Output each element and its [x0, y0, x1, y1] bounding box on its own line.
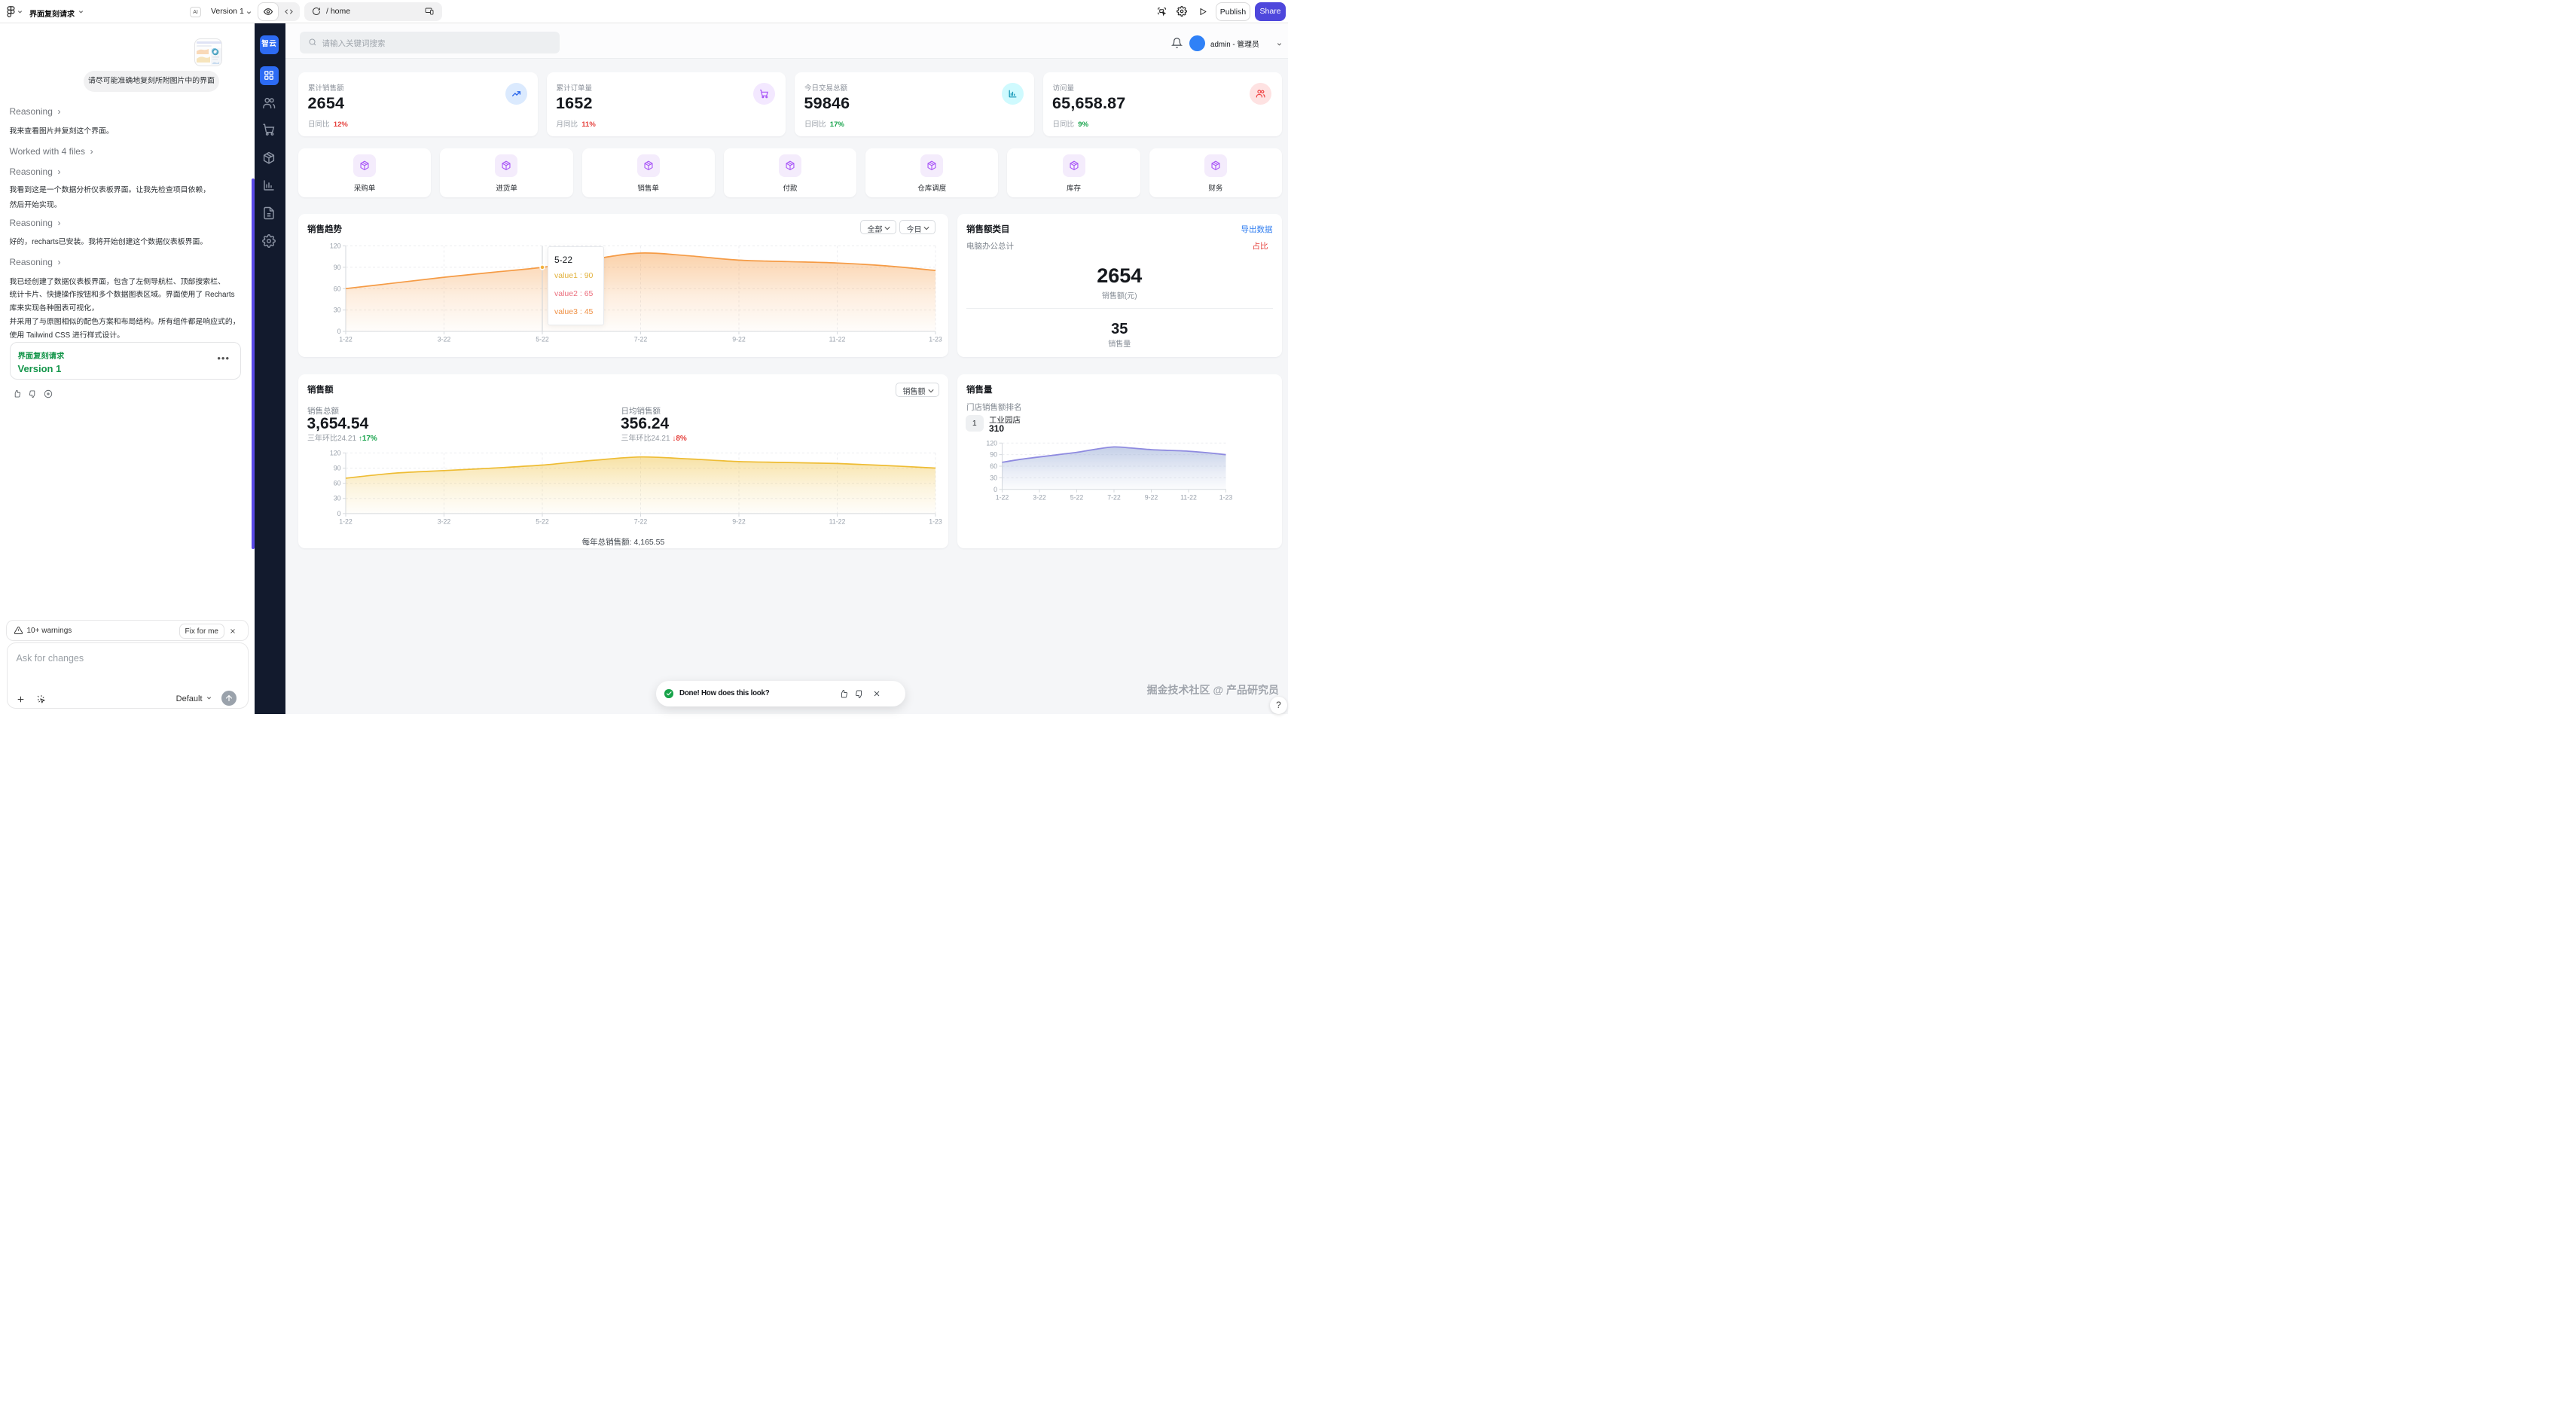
svg-text:1-22: 1-22	[339, 336, 353, 343]
svg-text:9-22: 9-22	[732, 517, 746, 525]
svg-text:30: 30	[333, 495, 340, 502]
svg-text:7-22: 7-22	[1107, 493, 1121, 501]
svg-text:3-22: 3-22	[437, 517, 450, 525]
svg-text:1-23: 1-23	[929, 517, 942, 525]
svg-text:120: 120	[329, 243, 340, 250]
svg-text:1-22: 1-22	[995, 493, 1009, 501]
svg-text:3-22: 3-22	[437, 336, 450, 343]
svg-text:1-23: 1-23	[929, 336, 942, 343]
svg-text:9-22: 9-22	[1144, 493, 1158, 501]
svg-text:30: 30	[333, 307, 340, 314]
svg-text:7-22: 7-22	[633, 336, 647, 343]
svg-text:0: 0	[993, 486, 997, 493]
svg-text:120: 120	[986, 439, 997, 447]
svg-text:1-23: 1-23	[1219, 493, 1232, 501]
svg-text:0: 0	[337, 510, 340, 517]
svg-text:7-22: 7-22	[633, 517, 647, 525]
svg-text:90: 90	[333, 264, 340, 271]
svg-text:1-22: 1-22	[339, 517, 353, 525]
svg-text:3-22: 3-22	[1033, 493, 1046, 501]
svg-text:5-22: 5-22	[1070, 493, 1083, 501]
svg-text:5-22: 5-22	[536, 517, 549, 525]
svg-text:11-22: 11-22	[829, 517, 845, 525]
svg-text:11-22: 11-22	[1180, 493, 1197, 501]
svg-text:60: 60	[990, 462, 997, 470]
svg-text:120: 120	[329, 449, 340, 456]
svg-text:30: 30	[990, 474, 997, 481]
svg-text:5-22: 5-22	[536, 336, 549, 343]
svg-text:90: 90	[333, 465, 340, 472]
svg-text:60: 60	[333, 285, 340, 292]
svg-text:90: 90	[990, 451, 997, 459]
svg-text:60: 60	[333, 480, 340, 487]
svg-text:11-22: 11-22	[829, 336, 845, 343]
svg-text:0: 0	[337, 328, 340, 335]
svg-text:9-22: 9-22	[732, 336, 746, 343]
